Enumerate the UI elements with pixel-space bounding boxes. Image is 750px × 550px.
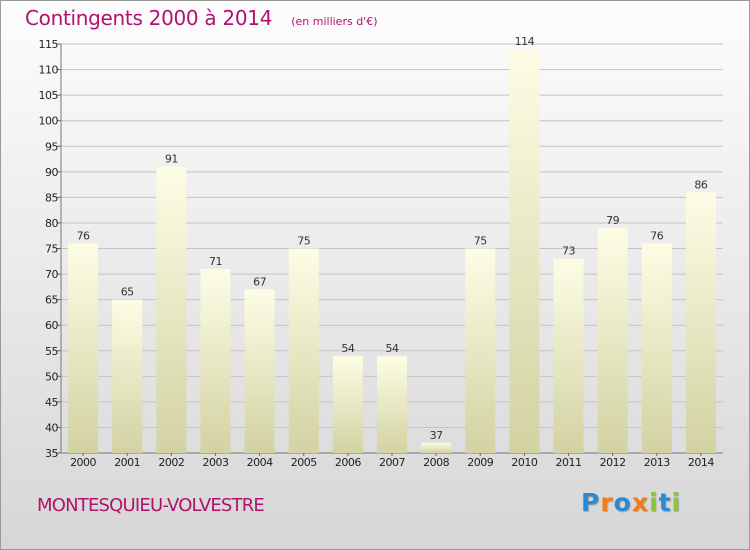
x-tick-label: 2008 bbox=[423, 456, 449, 469]
bar-2005 bbox=[288, 248, 319, 453]
data-label: 54 bbox=[386, 342, 399, 355]
data-label: 114 bbox=[515, 35, 535, 48]
logo-letter: r bbox=[600, 488, 614, 517]
y-tick-label: 85 bbox=[45, 191, 58, 204]
bar-2006 bbox=[332, 355, 363, 453]
logo-letter: t bbox=[658, 488, 672, 517]
data-label: 75 bbox=[474, 235, 487, 248]
bar-2008 bbox=[421, 442, 452, 453]
chart-subtitle: (en milliers d'€) bbox=[291, 15, 378, 28]
bar-2014 bbox=[685, 192, 716, 453]
bar-2007 bbox=[377, 355, 407, 453]
x-tick-label: 2004 bbox=[247, 456, 273, 469]
data-label: 86 bbox=[694, 178, 707, 191]
x-tick-label: 2000 bbox=[70, 456, 96, 469]
y-tick-label: 90 bbox=[45, 166, 58, 179]
x-tick-label: 2006 bbox=[335, 456, 361, 469]
y-tick-label: 105 bbox=[39, 89, 59, 102]
bar-2002 bbox=[156, 166, 187, 453]
y-tick-label: 80 bbox=[45, 217, 58, 230]
data-label: 79 bbox=[606, 214, 619, 227]
bar-2009 bbox=[465, 248, 496, 453]
x-tick-label: 2009 bbox=[467, 456, 493, 469]
y-tick-label: 50 bbox=[45, 370, 58, 383]
labels-layer: 35 40 45 50 55 60 65 70 75 80 85 90 95 100 105 110 115 76… bbox=[39, 35, 715, 469]
y-tick-label: 70 bbox=[45, 268, 58, 281]
y-tick-label: 40 bbox=[45, 421, 58, 434]
y-tick-label: 95 bbox=[45, 140, 58, 153]
x-tick-label: 2001 bbox=[114, 456, 140, 469]
y-tick-label: 35 bbox=[45, 447, 58, 460]
data-label: 76 bbox=[77, 229, 90, 242]
logo-letter: i bbox=[671, 488, 682, 517]
x-tick-label: 2007 bbox=[379, 456, 405, 469]
data-label: 76 bbox=[650, 229, 663, 242]
x-tick-label: 2012 bbox=[600, 456, 626, 469]
y-tick-label: 65 bbox=[45, 294, 58, 307]
data-label: 73 bbox=[562, 245, 575, 258]
y-tick-label: 60 bbox=[45, 319, 58, 332]
data-label: 37 bbox=[430, 429, 443, 442]
bar-2004 bbox=[244, 289, 275, 453]
y-tick-label: 75 bbox=[45, 243, 58, 256]
x-tick-label: 2003 bbox=[202, 456, 228, 469]
data-label: 71 bbox=[209, 255, 222, 268]
city-name: MONTESQUIEU-VOLVESTRE bbox=[37, 495, 265, 516]
y-tick-label: 110 bbox=[39, 64, 59, 77]
bars-layer bbox=[68, 49, 716, 454]
y-tick-label: 55 bbox=[45, 345, 58, 358]
data-label: 54 bbox=[341, 342, 354, 355]
logo-letter: x bbox=[631, 488, 649, 517]
data-label: 67 bbox=[253, 275, 266, 288]
bar-2001 bbox=[112, 299, 143, 453]
title-line: Contingents 2000 à 2014 (en milliers d'€… bbox=[25, 6, 378, 30]
logo-letter: i bbox=[649, 488, 659, 517]
x-tick-label: 2013 bbox=[644, 456, 670, 469]
bar-2003 bbox=[200, 268, 231, 453]
bar-2000 bbox=[68, 243, 99, 453]
y-tick-label: 115 bbox=[39, 38, 59, 51]
bar-2010 bbox=[509, 49, 540, 454]
proxiti-logo: Proxiti bbox=[581, 488, 681, 517]
bar-2012 bbox=[597, 228, 628, 453]
bar-2013 bbox=[641, 243, 672, 453]
y-tick-label: 100 bbox=[39, 115, 59, 128]
x-tick-label: 2005 bbox=[291, 456, 317, 469]
x-tick-label: 2002 bbox=[158, 456, 184, 469]
x-tick-label: 2010 bbox=[511, 456, 537, 469]
data-label: 75 bbox=[297, 235, 310, 248]
y-tick-label: 45 bbox=[45, 396, 58, 409]
x-tick-label: 2011 bbox=[556, 456, 582, 469]
data-label: 91 bbox=[165, 153, 178, 166]
logo-letter: o bbox=[613, 488, 632, 517]
x-tick-label: 2014 bbox=[688, 456, 714, 469]
bar-2011 bbox=[553, 258, 584, 453]
chart-title: Contingents 2000 à 2014 bbox=[25, 6, 273, 30]
data-label: 65 bbox=[121, 286, 134, 299]
logo-letter: P bbox=[581, 488, 601, 517]
